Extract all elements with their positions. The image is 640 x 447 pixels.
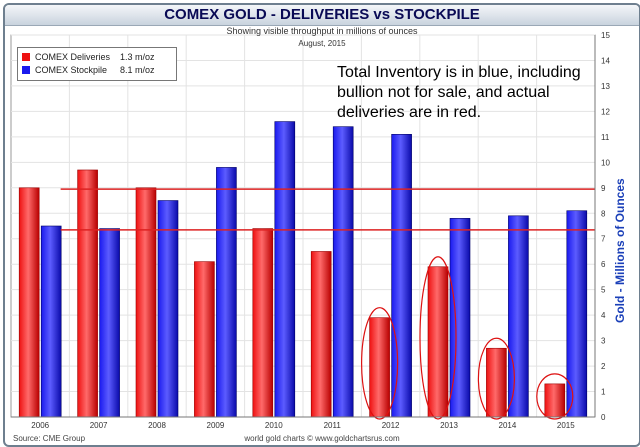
y-tick-label-1: 1: [601, 388, 606, 397]
y-tick-label-13: 13: [601, 82, 610, 91]
bar-stockpile-2007: [99, 228, 120, 418]
chart-period: August, 2015: [298, 39, 346, 48]
legend-swatch-deliveries: [22, 53, 30, 61]
bar-stockpile-2014: [508, 215, 529, 418]
y-tick-label-10: 10: [601, 158, 610, 167]
y-tick-label-8: 8: [601, 209, 606, 218]
y-tick-label-12: 12: [601, 107, 610, 116]
chart-annotation: Total Inventory is in blue, including bu…: [337, 64, 581, 121]
bar-stockpile-2010: [274, 121, 296, 418]
highlight-ellipse-2014: [477, 337, 515, 420]
y-tick-label-5: 5: [601, 286, 606, 295]
bar-deliveries-2006: [18, 187, 40, 418]
bar-stockpile-2013: [449, 218, 471, 418]
y-axis-label: Gold - Millions of Ounces: [613, 178, 627, 323]
y-tick-label-4: 4: [601, 311, 606, 320]
bar-deliveries-2008: [135, 187, 157, 418]
x-tick-label-2009: 2009: [207, 421, 225, 430]
x-tick-label-2015: 2015: [557, 421, 575, 430]
y-tick-label-11: 11: [601, 133, 610, 142]
y-tick-label-6: 6: [601, 260, 606, 269]
y-tick-label-15: 15: [601, 31, 610, 40]
chart-title: COMEX GOLD - DELIVERIES vs STOCKPILE: [5, 5, 639, 26]
bar-deliveries-2015: [544, 383, 566, 418]
bar-deliveries-2012: [369, 317, 390, 418]
x-tick-label-2010: 2010: [265, 421, 283, 430]
source-note: Source: CME Group: [13, 434, 86, 443]
bar-deliveries-2009: [194, 261, 215, 418]
credit-note: world gold charts © www.goldchartsrus.co…: [244, 434, 400, 443]
bar-deliveries-2013: [427, 266, 449, 418]
y-tick-label-9: 9: [601, 184, 606, 193]
y-tick-label-2: 2: [601, 362, 606, 371]
x-tick-label-2014: 2014: [499, 421, 517, 430]
y-tick-label-0: 0: [601, 413, 606, 422]
legend-value-deliveries: 1.3 m/oz: [120, 52, 155, 62]
legend-label-stockpile: COMEX Stockpile: [35, 65, 108, 75]
x-tick-label-2006: 2006: [31, 421, 49, 430]
bar-deliveries-2014: [486, 347, 507, 418]
bar-stockpile-2008: [157, 200, 179, 418]
bar-stockpile-2015: [566, 210, 588, 418]
bar-deliveries-2007: [77, 169, 98, 418]
x-tick-label-2007: 2007: [90, 421, 108, 430]
legend-swatch-stockpile: [22, 66, 30, 74]
chart-subtitle: Showing visible throughput in millions o…: [226, 26, 418, 36]
legend-label-deliveries: COMEX Deliveries: [35, 52, 111, 62]
highlight-ellipse-2012: [361, 307, 399, 420]
bar-stockpile-2012: [391, 134, 412, 418]
chart-frame: 0 1 2 3 4 5 6 7 8 9 10 11 12 13 14 15 2006 2007 2008 2009 20…: [3, 3, 640, 447]
highlight-ellipse-2015: [536, 373, 574, 420]
x-tick-label-2012: 2012: [382, 421, 400, 430]
y-tick-label-14: 14: [601, 56, 610, 65]
x-tick-label-2011: 2011: [324, 421, 342, 430]
x-tick-label-2013: 2013: [440, 421, 458, 430]
y-tick-label-3: 3: [601, 337, 606, 346]
y-tick-label-7: 7: [601, 235, 606, 244]
bar-deliveries-2010: [252, 228, 274, 418]
highlight-ellipse-2013: [419, 256, 457, 420]
x-tick-label-2008: 2008: [148, 421, 166, 430]
bar-stockpile-2011: [332, 126, 354, 418]
bar-deliveries-2011: [310, 251, 332, 418]
legend: COMEX Deliveries 1.3 m/oz COMEX Stockpil…: [17, 47, 177, 81]
bar-stockpile-2009: [216, 167, 237, 418]
legend-value-stockpile: 8.1 m/oz: [120, 65, 155, 75]
bar-stockpile-2006: [40, 225, 62, 418]
